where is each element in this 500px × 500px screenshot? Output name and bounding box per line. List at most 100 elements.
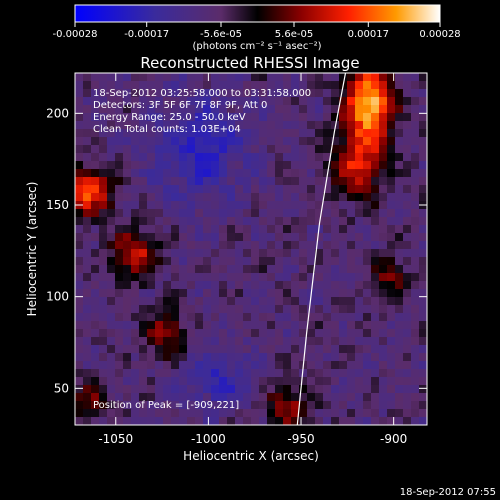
heatmap-cell — [195, 233, 204, 242]
heatmap-cell — [243, 393, 252, 402]
heatmap-cell — [299, 225, 308, 234]
heatmap-cell — [275, 193, 284, 202]
heatmap-cell — [235, 305, 244, 314]
heatmap-cell — [235, 393, 244, 402]
heatmap-cell — [187, 217, 196, 226]
heatmap-cell — [107, 313, 116, 322]
heatmap-cell — [75, 281, 84, 290]
heatmap-cell — [419, 113, 428, 122]
heatmap-cell — [299, 345, 308, 354]
heatmap-cell — [171, 129, 180, 138]
heatmap-cell — [355, 337, 364, 346]
heatmap-cell — [379, 337, 388, 346]
heatmap-cell — [219, 265, 228, 274]
heatmap-cell — [235, 241, 244, 250]
heatmap-cell — [283, 305, 292, 314]
heatmap-cell — [235, 73, 244, 82]
heatmap-cell — [307, 353, 316, 362]
heatmap-cell — [291, 361, 300, 370]
heatmap-cell — [283, 73, 292, 82]
heatmap-cell — [419, 153, 428, 162]
heatmap-cell — [171, 177, 180, 186]
heatmap-cell — [83, 369, 92, 378]
heatmap-cell — [259, 177, 268, 186]
heatmap-cell — [371, 361, 380, 370]
heatmap-cell — [235, 257, 244, 266]
heatmap-cell — [83, 401, 92, 410]
heatmap-cell — [299, 161, 308, 170]
heatmap-cell — [83, 121, 92, 130]
heatmap-cell — [355, 209, 364, 218]
heatmap-cell — [307, 345, 316, 354]
heatmap-cell — [227, 337, 236, 346]
heatmap-cell — [403, 265, 412, 274]
heatmap-cell — [139, 73, 148, 82]
heatmap-cell — [275, 273, 284, 282]
heatmap-cell — [403, 321, 412, 330]
heatmap-cell — [243, 281, 252, 290]
heatmap-cell — [171, 265, 180, 274]
heatmap-cell — [411, 257, 420, 266]
heatmap-cell — [411, 329, 420, 338]
heatmap-cell — [275, 249, 284, 258]
heatmap-cell — [99, 385, 108, 394]
heatmap-cell — [115, 217, 124, 226]
heatmap-cell — [307, 281, 316, 290]
heatmap-cell — [75, 289, 84, 298]
heatmap-cell — [115, 337, 124, 346]
heatmap-cell — [123, 329, 132, 338]
heatmap-cell — [411, 209, 420, 218]
heatmap-cell — [219, 249, 228, 258]
heatmap-cell — [131, 281, 140, 290]
heatmap-cell — [259, 353, 268, 362]
heatmap-cell — [251, 353, 260, 362]
heatmap-cell — [75, 353, 84, 362]
heatmap-cell — [307, 201, 316, 210]
heatmap-cell — [91, 217, 100, 226]
heatmap-cell — [99, 137, 108, 146]
heatmap-cell — [235, 273, 244, 282]
heatmap-cell — [267, 393, 276, 402]
heatmap-cell — [163, 201, 172, 210]
heatmap-cell — [387, 177, 396, 186]
heatmap-cell — [243, 193, 252, 202]
heatmap-cell — [211, 345, 220, 354]
heatmap-cell — [99, 401, 108, 410]
heatmap-cell — [139, 217, 148, 226]
heatmap-cell — [91, 361, 100, 370]
heatmap-cell — [307, 129, 316, 138]
heatmap-cell — [411, 153, 420, 162]
heatmap-cell — [179, 313, 188, 322]
heatmap-cell — [387, 345, 396, 354]
heatmap-cell — [291, 393, 300, 402]
heatmap-cell — [259, 201, 268, 210]
heatmap-cell — [203, 225, 212, 234]
heatmap-cell — [179, 409, 188, 418]
heatmap-cell — [299, 409, 308, 418]
heatmap-cell — [307, 305, 316, 314]
heatmap-cell — [403, 409, 412, 418]
heatmap-cell — [331, 105, 340, 114]
heatmap-cell — [387, 161, 396, 170]
heatmap-cell — [403, 89, 412, 98]
heatmap-cell — [99, 265, 108, 274]
heatmap-cell — [259, 225, 268, 234]
heatmap-cell — [307, 113, 316, 122]
heatmap-cell — [91, 89, 100, 98]
heatmap-cells — [75, 73, 428, 426]
heatmap-cell — [171, 401, 180, 410]
heatmap-cell — [131, 241, 140, 250]
heatmap-cell — [355, 169, 364, 178]
heatmap-cell — [331, 145, 340, 154]
heatmap-cell — [171, 249, 180, 258]
heatmap-cell — [219, 225, 228, 234]
heatmap-cell — [99, 113, 108, 122]
heatmap-cell — [75, 417, 84, 426]
heatmap-cell — [259, 113, 268, 122]
heatmap-cell — [283, 129, 292, 138]
heatmap-cell — [219, 417, 228, 426]
heatmap-cell — [139, 345, 148, 354]
heatmap-cell — [251, 113, 260, 122]
heatmap-cell — [355, 401, 364, 410]
heatmap-cell — [411, 377, 420, 386]
